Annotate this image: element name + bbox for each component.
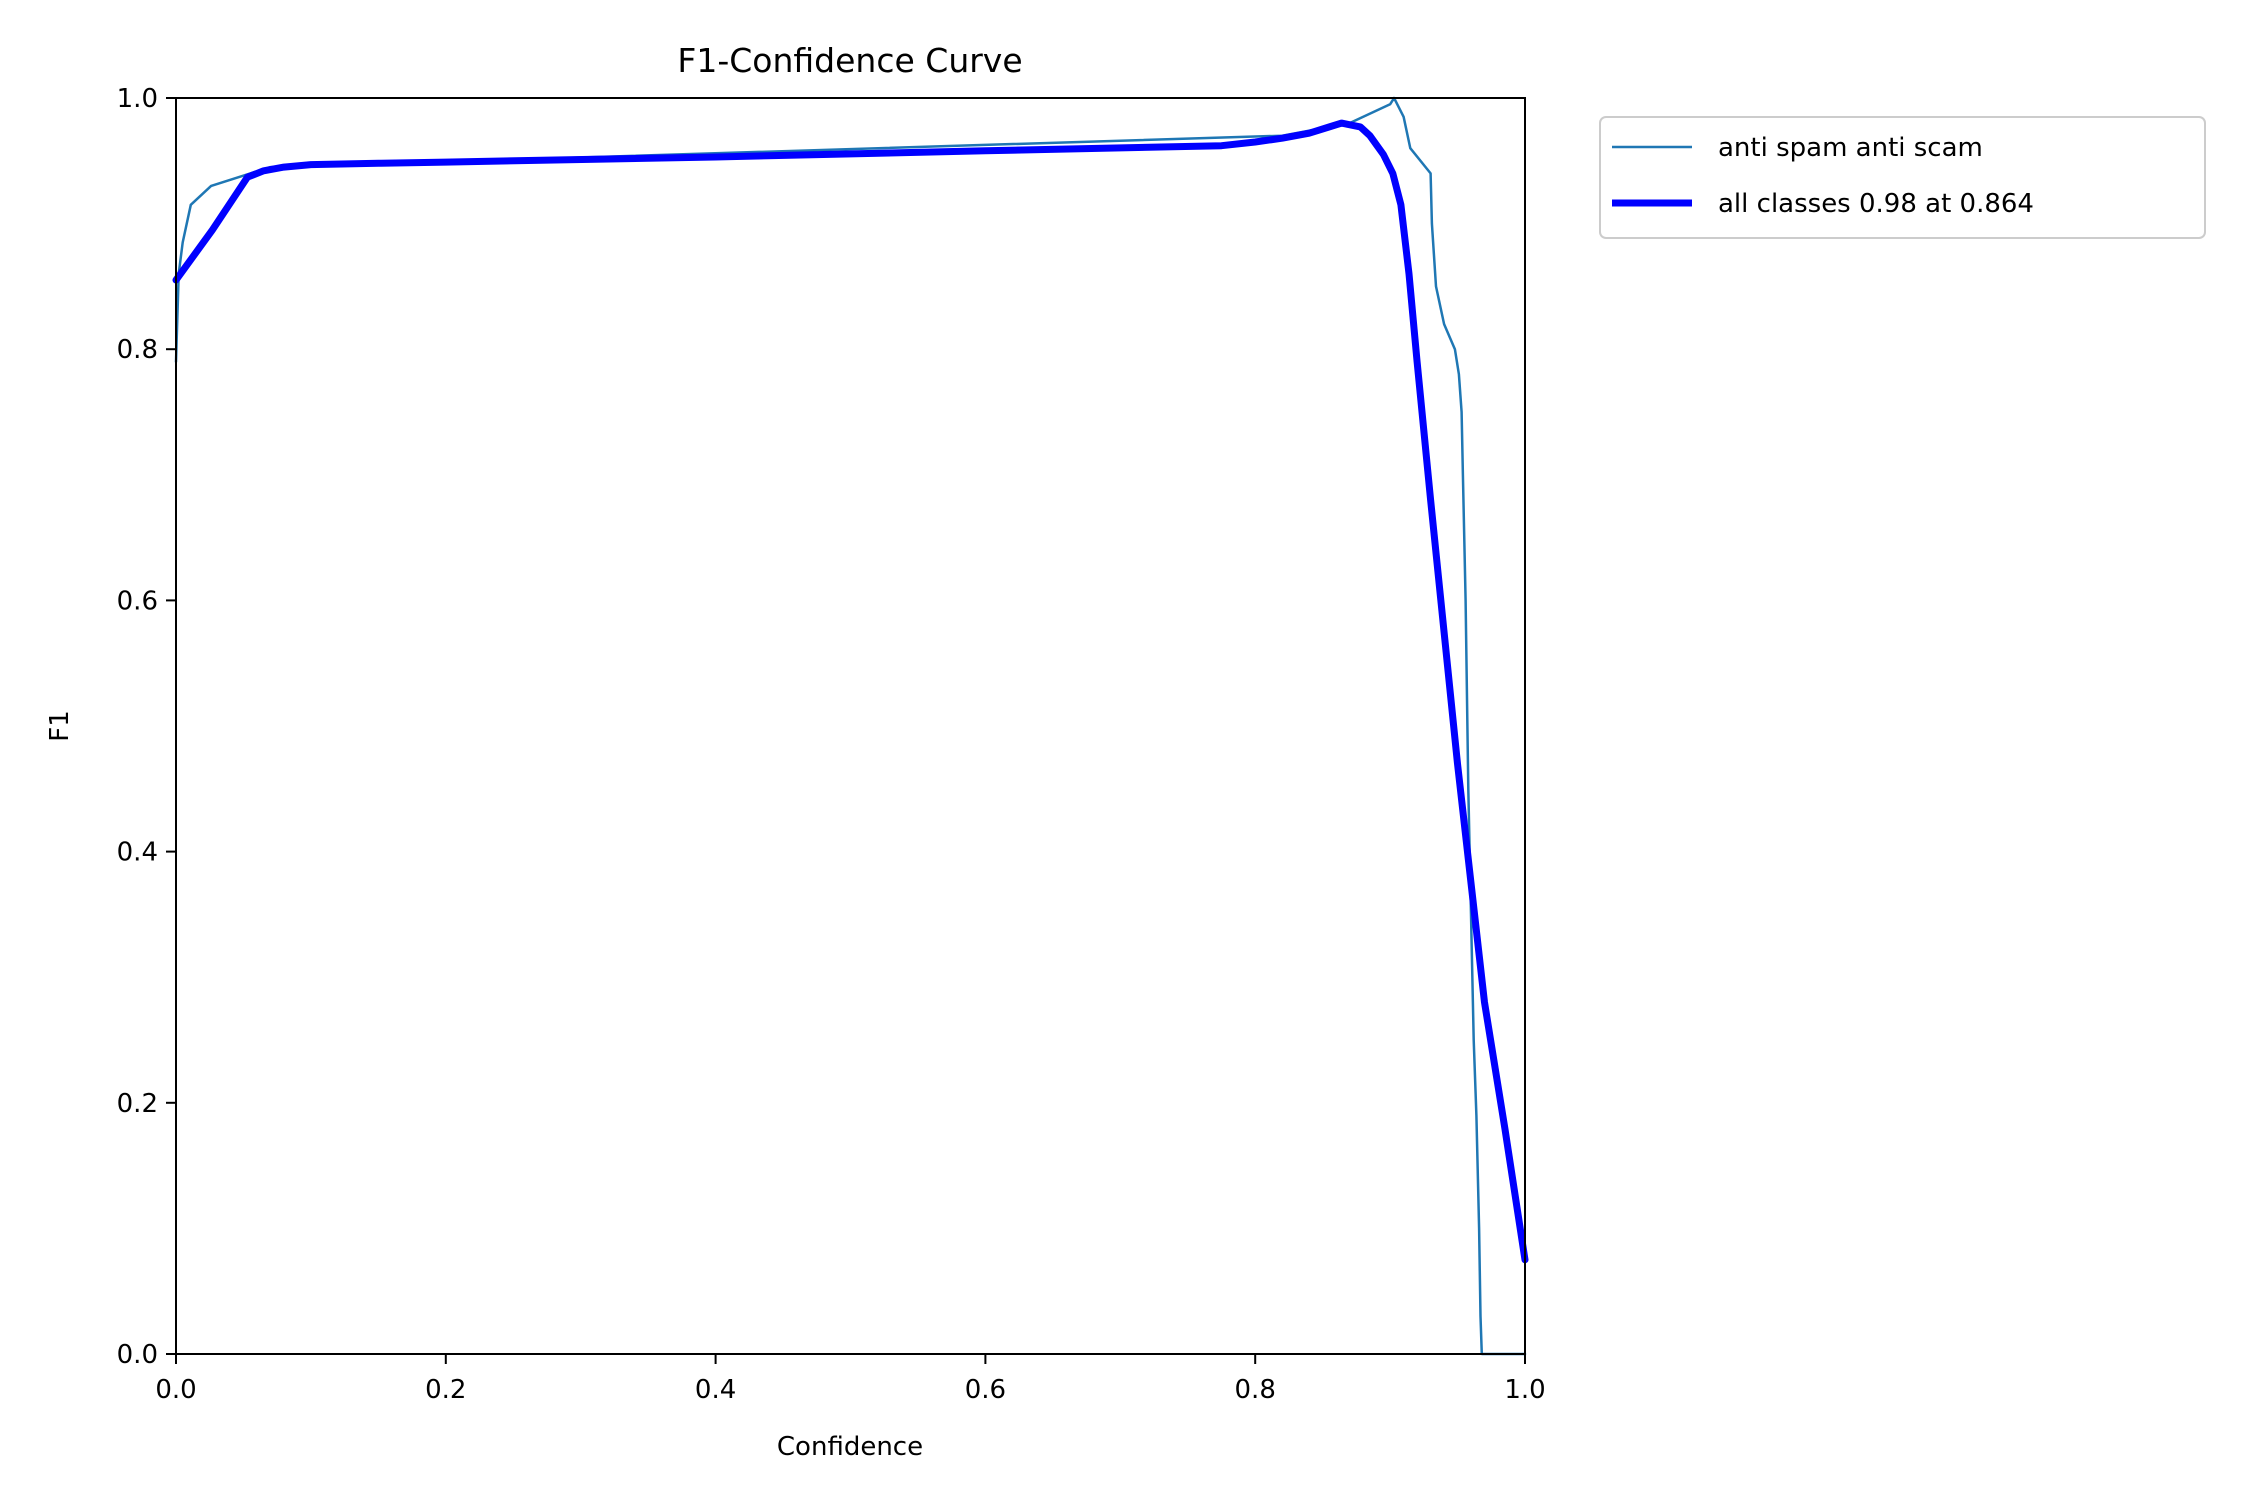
legend-box — [1599, 116, 2206, 239]
legend: anti spam anti scam all classes 0.98 at 0… — [1599, 116, 2206, 239]
x-tick-label: 0.6 — [965, 1375, 1006, 1405]
y-axis-label: F1 — [45, 710, 75, 742]
legend-label: anti spam anti scam — [1718, 133, 1983, 163]
y-tick-label: 0.0 — [117, 1340, 158, 1370]
x-tick-label: 0.2 — [425, 1375, 466, 1405]
series-line-1 — [174, 96, 1527, 1356]
y-tick-label: 0.6 — [117, 586, 158, 616]
y-tick-label: 0.8 — [117, 335, 158, 365]
series-line-2 — [172, 119, 1529, 1264]
y-tick-label: 0.2 — [117, 1089, 158, 1119]
x-tick-label: 1.0 — [1504, 1375, 1545, 1405]
x-axis-label: Confidence — [777, 1432, 923, 1462]
y-axis-ticks: 0.0 0.2 0.4 0.6 0.8 1.0 — [117, 84, 176, 1370]
x-tick-label: 0.4 — [695, 1375, 736, 1405]
series-layer — [172, 96, 1529, 1356]
y-tick-label: 1.0 — [117, 84, 158, 114]
y-tick-label: 0.4 — [117, 838, 158, 868]
legend-items: anti spam anti scam all classes 0.98 at 0… — [1612, 133, 2034, 219]
x-tick-label: 0.0 — [155, 1375, 196, 1405]
plot-frame — [175, 97, 1526, 1355]
chart-title: F1-Confidence Curve — [677, 41, 1022, 80]
legend-label: all classes 0.98 at 0.864 — [1718, 189, 2034, 219]
x-tick-label: 0.8 — [1235, 1375, 1276, 1405]
x-axis-ticks: 0.0 0.2 0.4 0.6 0.8 1.0 — [155, 1354, 1546, 1405]
